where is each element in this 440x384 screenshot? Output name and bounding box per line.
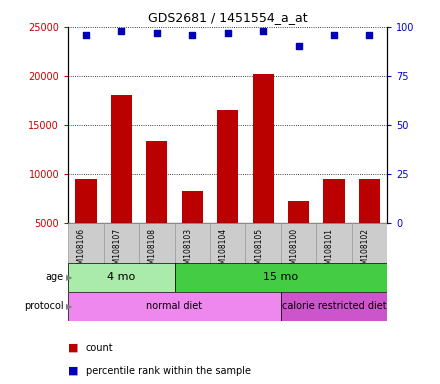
Text: GSM108107: GSM108107 xyxy=(112,228,121,275)
Text: 15 mo: 15 mo xyxy=(263,272,298,283)
Text: GSM108105: GSM108105 xyxy=(254,228,263,275)
Text: GSM108104: GSM108104 xyxy=(219,228,228,275)
Text: ■: ■ xyxy=(68,343,79,353)
Point xyxy=(295,43,302,50)
Text: ▶: ▶ xyxy=(66,302,73,311)
Text: GSM108101: GSM108101 xyxy=(325,228,334,274)
Bar xyxy=(146,141,168,223)
Text: GSM108108: GSM108108 xyxy=(148,228,157,274)
Bar xyxy=(323,179,345,223)
Point xyxy=(82,31,89,38)
Bar xyxy=(182,191,203,223)
Bar xyxy=(75,179,96,223)
Bar xyxy=(281,292,387,321)
Text: ■: ■ xyxy=(68,366,79,376)
Point xyxy=(118,28,125,34)
Bar xyxy=(139,223,175,292)
Bar xyxy=(246,223,281,292)
Bar xyxy=(68,263,175,292)
Text: age: age xyxy=(46,272,64,283)
Text: normal diet: normal diet xyxy=(147,301,202,311)
Text: protocol: protocol xyxy=(24,301,64,311)
Point xyxy=(330,31,337,38)
Bar xyxy=(316,223,352,292)
Point xyxy=(224,30,231,36)
Bar xyxy=(104,223,139,292)
Bar xyxy=(288,201,309,223)
Text: ▶: ▶ xyxy=(66,273,73,282)
Bar xyxy=(68,292,281,321)
Point xyxy=(260,28,267,34)
Text: GSM108106: GSM108106 xyxy=(77,228,86,275)
Bar xyxy=(359,179,380,223)
Text: count: count xyxy=(86,343,114,353)
Bar xyxy=(210,223,246,292)
Bar xyxy=(175,223,210,292)
Text: GSM108103: GSM108103 xyxy=(183,228,192,275)
Bar xyxy=(281,223,316,292)
Bar xyxy=(175,263,387,292)
Text: 4 mo: 4 mo xyxy=(107,272,136,283)
Text: percentile rank within the sample: percentile rank within the sample xyxy=(86,366,251,376)
Bar xyxy=(111,95,132,223)
Bar xyxy=(217,110,238,223)
Point xyxy=(366,31,373,38)
Bar xyxy=(352,223,387,292)
Title: GDS2681 / 1451554_a_at: GDS2681 / 1451554_a_at xyxy=(148,11,308,24)
Text: GSM108100: GSM108100 xyxy=(290,228,299,275)
Text: calorie restricted diet: calorie restricted diet xyxy=(282,301,386,311)
Bar xyxy=(253,74,274,223)
Bar xyxy=(68,223,104,292)
Point xyxy=(153,30,160,36)
Point xyxy=(189,31,196,38)
Text: GSM108102: GSM108102 xyxy=(360,228,370,274)
